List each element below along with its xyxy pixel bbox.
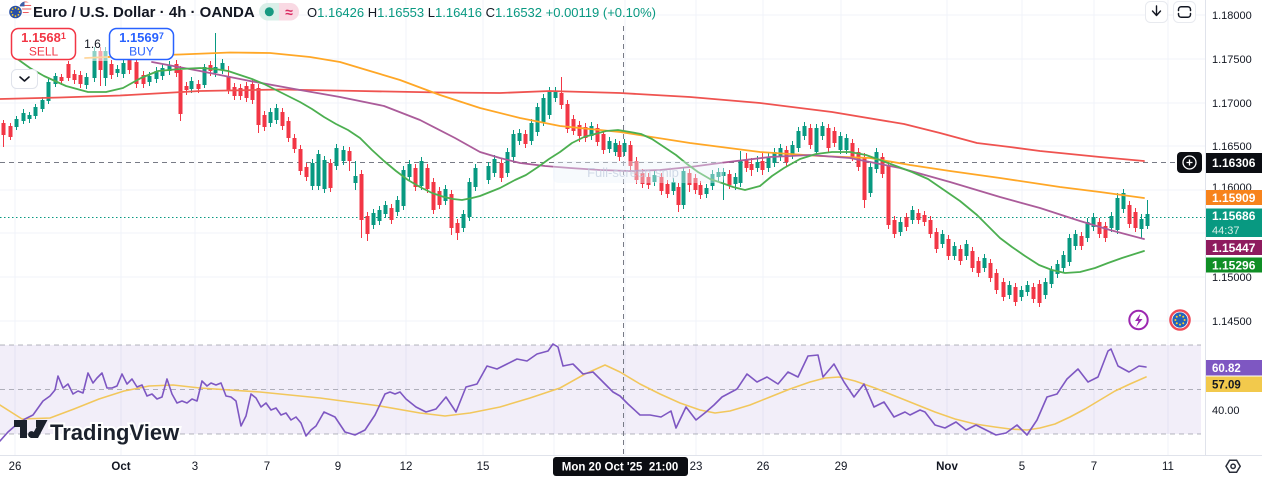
svg-text:O1.16426 H1.16553 L1.16416 C1.: O1.16426 H1.16553 L1.16416 C1.16532 +0.0… [307,5,656,20]
svg-text:Nov: Nov [936,461,958,473]
svg-text:3: 3 [192,461,198,473]
svg-text:BUY: BUY [129,45,154,59]
svg-text:1.6: 1.6 [84,37,101,51]
svg-text:7: 7 [1091,461,1097,473]
svg-text:7: 7 [264,461,270,473]
svg-text:1.14500: 1.14500 [1212,316,1252,328]
svg-text:1.15909: 1.15909 [1212,191,1256,205]
svg-text:23: 23 [690,461,703,473]
svg-text:26: 26 [757,461,770,473]
svg-text:29: 29 [835,461,848,473]
svg-text:57.09: 57.09 [1212,380,1241,392]
svg-text:44:37: 44:37 [1212,225,1240,237]
svg-text:60.82: 60.82 [1212,363,1241,375]
svg-text:Full-screen snip: Full-screen snip [587,165,679,180]
svg-text:40.00: 40.00 [1212,405,1240,417]
svg-text:1.15681: 1.15681 [21,30,66,45]
svg-text:9: 9 [335,461,341,473]
svg-text:26: 26 [9,461,22,473]
svg-text:1.15447: 1.15447 [1212,241,1256,255]
svg-text:≈: ≈ [285,4,293,20]
svg-text:1.15697: 1.15697 [119,30,164,45]
svg-text:1.16500: 1.16500 [1212,141,1252,153]
svg-text:Oct: Oct [111,461,130,473]
svg-text:1.17000: 1.17000 [1212,98,1252,110]
svg-text:1.15296: 1.15296 [1212,259,1256,273]
svg-text:5: 5 [1019,461,1025,473]
svg-text:1.15686: 1.15686 [1212,209,1256,223]
svg-text:SELL: SELL [29,45,59,59]
svg-text:1.18000: 1.18000 [1212,10,1252,22]
svg-text:Euro / U.S. Dollar · 4h · OAND: Euro / U.S. Dollar · 4h · OANDA [33,4,255,21]
svg-text:12: 12 [400,461,413,473]
svg-text:11: 11 [1162,461,1174,473]
svg-text:15: 15 [477,461,490,473]
svg-text:1.17500: 1.17500 [1212,54,1252,66]
svg-text:TradingView: TradingView [50,420,180,445]
svg-text:1.15000: 1.15000 [1212,272,1252,284]
svg-text:Mon 20 Oct '25 21:00: Mon 20 Oct '25 21:00 [562,462,679,474]
svg-text:1.16306: 1.16306 [1212,156,1256,170]
